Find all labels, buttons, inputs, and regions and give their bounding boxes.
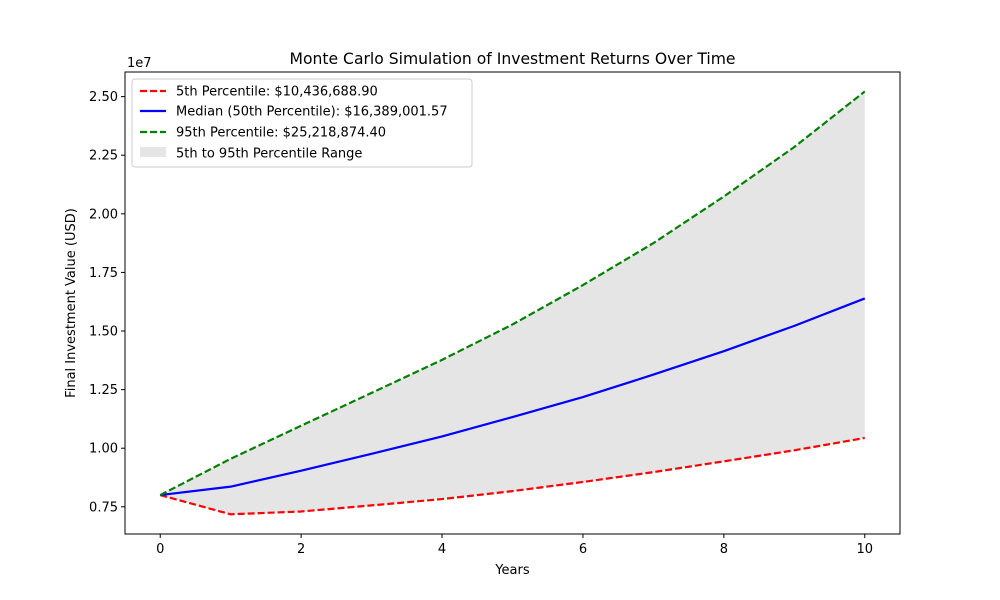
series-line-median (160, 297, 866, 497)
x-tick-label: 6 (579, 542, 587, 557)
y-tick-label: 1.00 (89, 442, 118, 457)
legend-label-5th-percentile: 5th Percentile: $10,436,688.90 (176, 85, 378, 100)
x-tick-label: 10 (856, 542, 873, 557)
x-axis-label: Years (494, 563, 530, 578)
y-tick-label: 1.25 (89, 383, 118, 398)
band-layer (160, 91, 865, 515)
legend-label-median: Median (50th Percentile): $16,389,001.57 (176, 105, 448, 120)
y-tick-label: 2.50 (89, 90, 118, 105)
series-layer (159, 90, 866, 516)
y-axis-offset-label: 1e7 (127, 56, 152, 71)
x-tick-label: 2 (297, 542, 305, 557)
y-tick-label: 1.75 (89, 266, 118, 281)
y-axis-ticks: 0.75 1.00 1.25 1.50 1.75 2.00 2.25 2.50 (89, 90, 125, 515)
y-axis-label: Final Investment Value (USD) (64, 208, 79, 398)
chart-title: Monte Carlo Simulation of Investment Ret… (290, 50, 736, 68)
legend-label-percentile-range: 5th to 95th Percentile Range (176, 147, 362, 162)
x-axis-ticks: 0 2 4 6 8 10 (156, 534, 873, 557)
legend-swatch-percentile-range (140, 147, 166, 157)
series-line-95th-percentile (159, 90, 866, 497)
percentile-range-band (160, 91, 865, 515)
legend: 5th Percentile: $10,436,688.90 Median (5… (131, 78, 473, 168)
y-tick-label: 1.50 (89, 325, 118, 340)
x-tick-label: 4 (438, 542, 446, 557)
y-tick-label: 2.00 (89, 207, 118, 222)
x-tick-label: 0 (156, 542, 164, 557)
y-tick-label: 0.75 (89, 500, 118, 515)
y-tick-label: 2.25 (89, 149, 118, 164)
legend-label-95th-percentile: 95th Percentile: $25,218,874.40 (176, 126, 386, 141)
x-tick-label: 8 (720, 542, 728, 557)
plot-area-frame (124, 71, 901, 535)
legend-frame (131, 78, 473, 168)
series-line-5th-percentile (159, 436, 865, 516)
